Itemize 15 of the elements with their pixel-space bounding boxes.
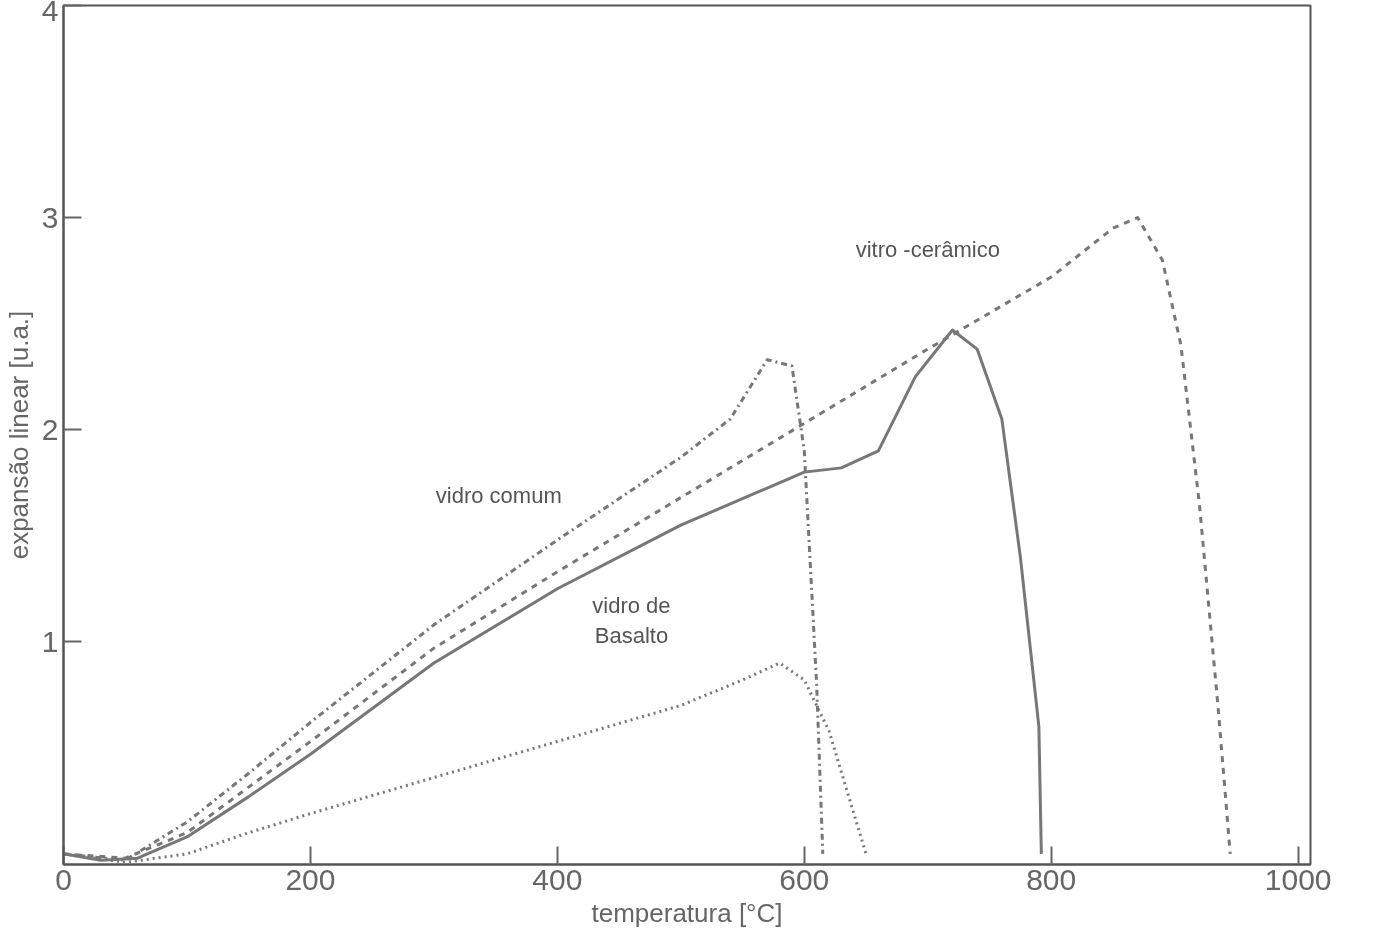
y-axis-title: expansão linear [u.a.]: [3, 310, 34, 560]
x-tick-label: 200: [285, 862, 336, 896]
x-tick-label: 0: [55, 862, 72, 896]
annotation: vitro -cerâmico: [855, 236, 1000, 262]
x-tick-label: 1000: [1264, 862, 1332, 896]
x-tick-label: 600: [779, 862, 830, 896]
y-tick-label: 4: [41, 0, 59, 27]
x-tick-label: 400: [532, 862, 583, 896]
annotation: vidro comum: [435, 482, 562, 508]
x-axis-title: temperatura [°C]: [591, 897, 783, 928]
y-tick-label: 3: [41, 200, 59, 234]
x-tick-label: 800: [1026, 862, 1077, 896]
annotation: vidro de Basalto: [592, 593, 671, 649]
y-tick-label: 2: [41, 412, 59, 446]
y-tick-label: 1: [41, 624, 59, 658]
